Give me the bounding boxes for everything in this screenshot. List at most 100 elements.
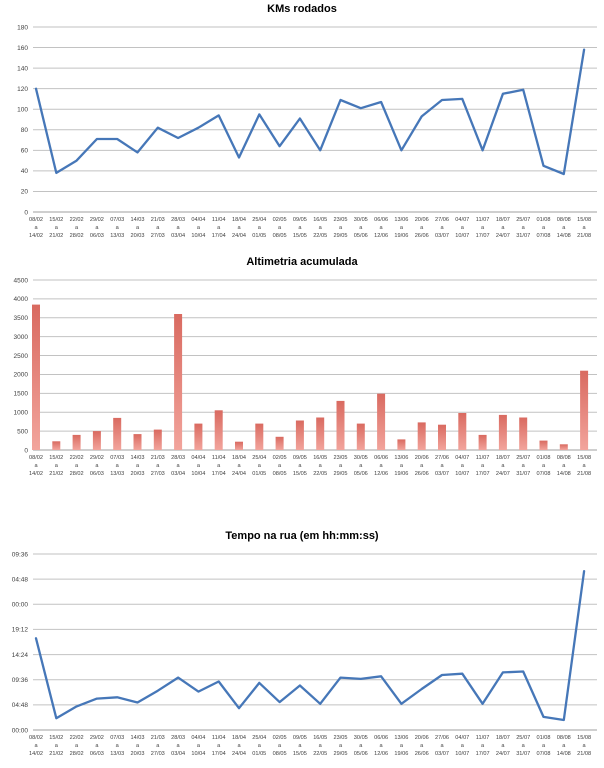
x-tick-week-end: 10/07 [455, 471, 469, 477]
x-tick-week-start: 18/07 [496, 455, 510, 461]
x-tick-separator: a [522, 743, 526, 749]
x-tick-separator: a [440, 225, 444, 231]
y-tick-label: 1500 [14, 391, 29, 398]
x-tick-separator: a [197, 463, 201, 469]
x-tick-week-start: 25/04 [252, 455, 266, 461]
x-tick-separator: a [583, 225, 587, 231]
x-tick-separator: a [380, 225, 384, 231]
x-tick-week-end: 06/03 [90, 233, 104, 239]
x-tick-week-start: 08/08 [557, 217, 571, 223]
x-tick-week-end: 01/05 [252, 233, 266, 239]
x-tick-week-end: 10/04 [191, 233, 205, 239]
bar [275, 436, 284, 450]
y-tick-label: 1000 [14, 410, 29, 417]
x-tick-week-start: 07/03 [110, 217, 124, 223]
x-tick-week-start: 28/03 [171, 455, 185, 461]
x-tick-separator: a [380, 463, 384, 469]
y-tick-label: 14:24 [12, 652, 29, 659]
bar [377, 393, 386, 450]
chart-canvas-tempo: 00:00 04:48 09:36 14:24 19:12 00:00 04:48 09:36… [12, 551, 597, 757]
x-tick-week-start: 29/02 [90, 217, 104, 223]
bar [539, 440, 548, 450]
x-tick-week-start: 08/02 [29, 735, 43, 741]
x-tick-separator: a [339, 225, 343, 231]
x-tick-week-end: 10/04 [191, 751, 205, 757]
x-tick-separator: a [34, 225, 38, 231]
y-tick-label: 00:00 [12, 727, 29, 734]
x-tick-week-end: 29/05 [334, 471, 348, 477]
x-tick-week-start: 18/04 [232, 735, 246, 741]
x-tick-week-end: 03/04 [171, 471, 185, 477]
x-tick-separator: a [136, 743, 140, 749]
y-tick-label: 160 [17, 45, 28, 52]
bar [478, 434, 487, 450]
x-tick-week-end: 01/05 [252, 471, 266, 477]
x-tick-week-start: 14/03 [131, 217, 145, 223]
bar [52, 441, 61, 450]
bar [255, 423, 264, 450]
y-tick-label: 140 [17, 65, 28, 72]
x-tick-separator: a [522, 463, 526, 469]
x-tick-separator: a [319, 463, 323, 469]
x-tick-week-end: 28/02 [70, 471, 84, 477]
x-tick-week-end: 22/05 [313, 233, 327, 239]
x-tick-week-end: 03/04 [171, 233, 185, 239]
chart-title-altimetria: Altimetria acumulada [246, 256, 358, 268]
x-tick-week-start: 11/07 [476, 455, 490, 461]
x-tick-week-start: 15/08 [577, 217, 591, 223]
x-tick-week-end: 13/03 [110, 233, 124, 239]
chart-tempo-na-rua: Tempo na rua (em hh:mm:ss) 00:00 04:48 09:… [0, 524, 604, 768]
y-tick-label: 500 [17, 428, 28, 435]
x-tick-separator: a [359, 743, 363, 749]
x-tick-separator: a [217, 743, 221, 749]
x-tick-separator: a [217, 225, 221, 231]
x-tick-week-start: 04/07 [455, 217, 469, 223]
x-tick-week-end: 07/08 [537, 751, 551, 757]
x-tick-week-end: 10/07 [455, 751, 469, 757]
x-tick-week-end: 17/07 [476, 471, 490, 477]
x-tick-week-end: 21/02 [49, 233, 63, 239]
x-tick-separator: a [116, 463, 120, 469]
y-tick-label: 100 [17, 107, 28, 114]
y-tick-label: 09:36 [12, 551, 29, 558]
x-tick-week-end: 24/04 [232, 471, 246, 477]
x-tick-separator: a [501, 743, 505, 749]
x-tick-week-start: 08/08 [557, 735, 571, 741]
chart-canvas-altimetria: 0 500 1000 1500 2000 2500 3000 3500 4000 4500 08/0… [14, 277, 597, 477]
x-tick-week-end: 17/04 [212, 751, 226, 757]
x-tick-week-end: 28/02 [70, 233, 84, 239]
y-tick-label: 2500 [14, 353, 29, 360]
x-tick-week-start: 15/02 [49, 455, 63, 461]
x-tick-separator: a [481, 743, 485, 749]
series-line [34, 569, 586, 722]
x-tick-separator: a [298, 225, 302, 231]
x-tick-separator: a [542, 463, 546, 469]
x-tick-week-start: 25/07 [516, 735, 530, 741]
x-tick-separator: a [258, 743, 262, 749]
x-tick-separator: a [55, 225, 59, 231]
x-tick-week-start: 18/07 [496, 217, 510, 223]
x-tick-week-end: 14/02 [29, 751, 43, 757]
x-tick-week-end: 01/05 [252, 751, 266, 757]
x-tick-week-end: 08/05 [273, 751, 287, 757]
x-tick-week-start: 14/03 [131, 455, 145, 461]
x-tick-separator: a [359, 463, 363, 469]
x-tick-week-end: 06/03 [90, 471, 104, 477]
x-tick-week-end: 10/04 [191, 471, 205, 477]
x-tick-week-start: 20/06 [415, 455, 429, 461]
x-tick-week-end: 17/07 [476, 751, 490, 757]
bar [174, 314, 183, 450]
x-tick-week-start: 06/06 [374, 455, 388, 461]
y-tick-label: 0 [24, 447, 28, 454]
x-tick-week-start: 16/05 [313, 455, 327, 461]
x-tick-separator: a [278, 743, 282, 749]
bar [235, 441, 243, 450]
x-tick-week-end: 19/06 [394, 751, 408, 757]
x-tick-week-end: 03/07 [435, 751, 449, 757]
x-tick-separator: a [34, 743, 38, 749]
x-tick-week-start: 21/03 [151, 217, 165, 223]
x-tick-separator: a [298, 743, 302, 749]
y-tick-label: 00:00 [12, 602, 29, 609]
x-tick-separator: a [583, 463, 587, 469]
x-tick-week-start: 21/03 [151, 735, 165, 741]
